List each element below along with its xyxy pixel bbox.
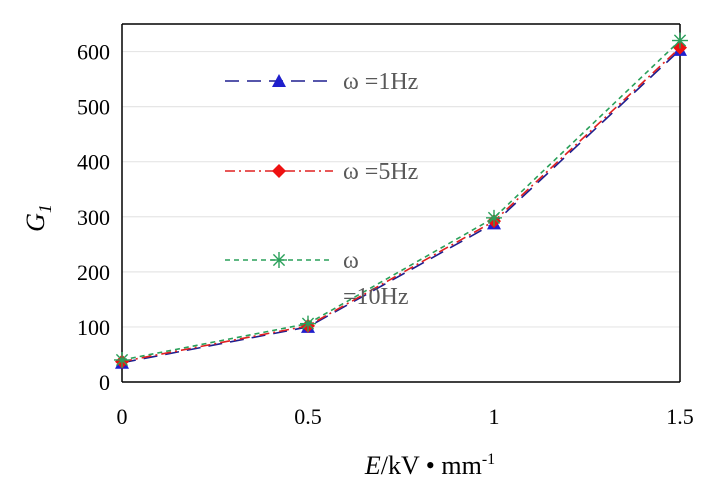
grid-lines [122, 50, 680, 328]
x-tick-label: 0 [117, 404, 128, 429]
legend-marker-2 [272, 164, 286, 178]
axes [121, 23, 681, 383]
series-line-2 [121, 47, 681, 363]
legend-marker-3 [271, 252, 287, 268]
y-tick-label: 200 [77, 260, 110, 285]
y-tick-label: 100 [77, 315, 110, 340]
series-3-point [300, 315, 316, 332]
series-line-1 [121, 49, 681, 364]
y-tick-label: 300 [77, 205, 110, 230]
y-tick-label: 400 [77, 150, 110, 175]
y-axis-label-subscript: 1 [35, 204, 55, 213]
series-group [114, 32, 688, 369]
legend: ω =1Hz ω =5Hz ω =10Hz [225, 69, 418, 310]
x-tick-label: 0.5 [294, 404, 322, 429]
series-3-point [114, 351, 130, 368]
y-tick-labels: 0 100 200 300 400 500 600 [77, 40, 110, 395]
x-tick-label: 1.5 [666, 404, 694, 429]
x-axis-label: E/kV • mm-1 [364, 451, 495, 480]
series-3-point [672, 32, 688, 49]
x-axis-label-symbol: E [364, 451, 381, 480]
x-tick-label: 1 [489, 404, 500, 429]
x-axis-label-unit: /kV • mm [381, 451, 482, 480]
y-axis-label-symbol: G [21, 213, 50, 232]
legend-label-3: =10Hz [343, 284, 409, 310]
series-3-point [486, 209, 502, 226]
y-tick-label: 600 [77, 40, 110, 65]
y-tick-label: 500 [77, 95, 110, 120]
series-line-3 [121, 39, 681, 361]
legend-label-1: ω =1Hz [343, 69, 418, 95]
legend-marker-1 [272, 74, 286, 87]
legend-label-3: ω [343, 248, 359, 274]
legend-label-2: ω =5Hz [343, 159, 418, 185]
x-axis-label-exponent: -1 [482, 451, 495, 468]
y-tick-label: 0 [99, 370, 110, 395]
x-tick-labels: 0 0.5 1 1.5 [117, 404, 694, 429]
y-axis-label: G1 [21, 204, 55, 232]
